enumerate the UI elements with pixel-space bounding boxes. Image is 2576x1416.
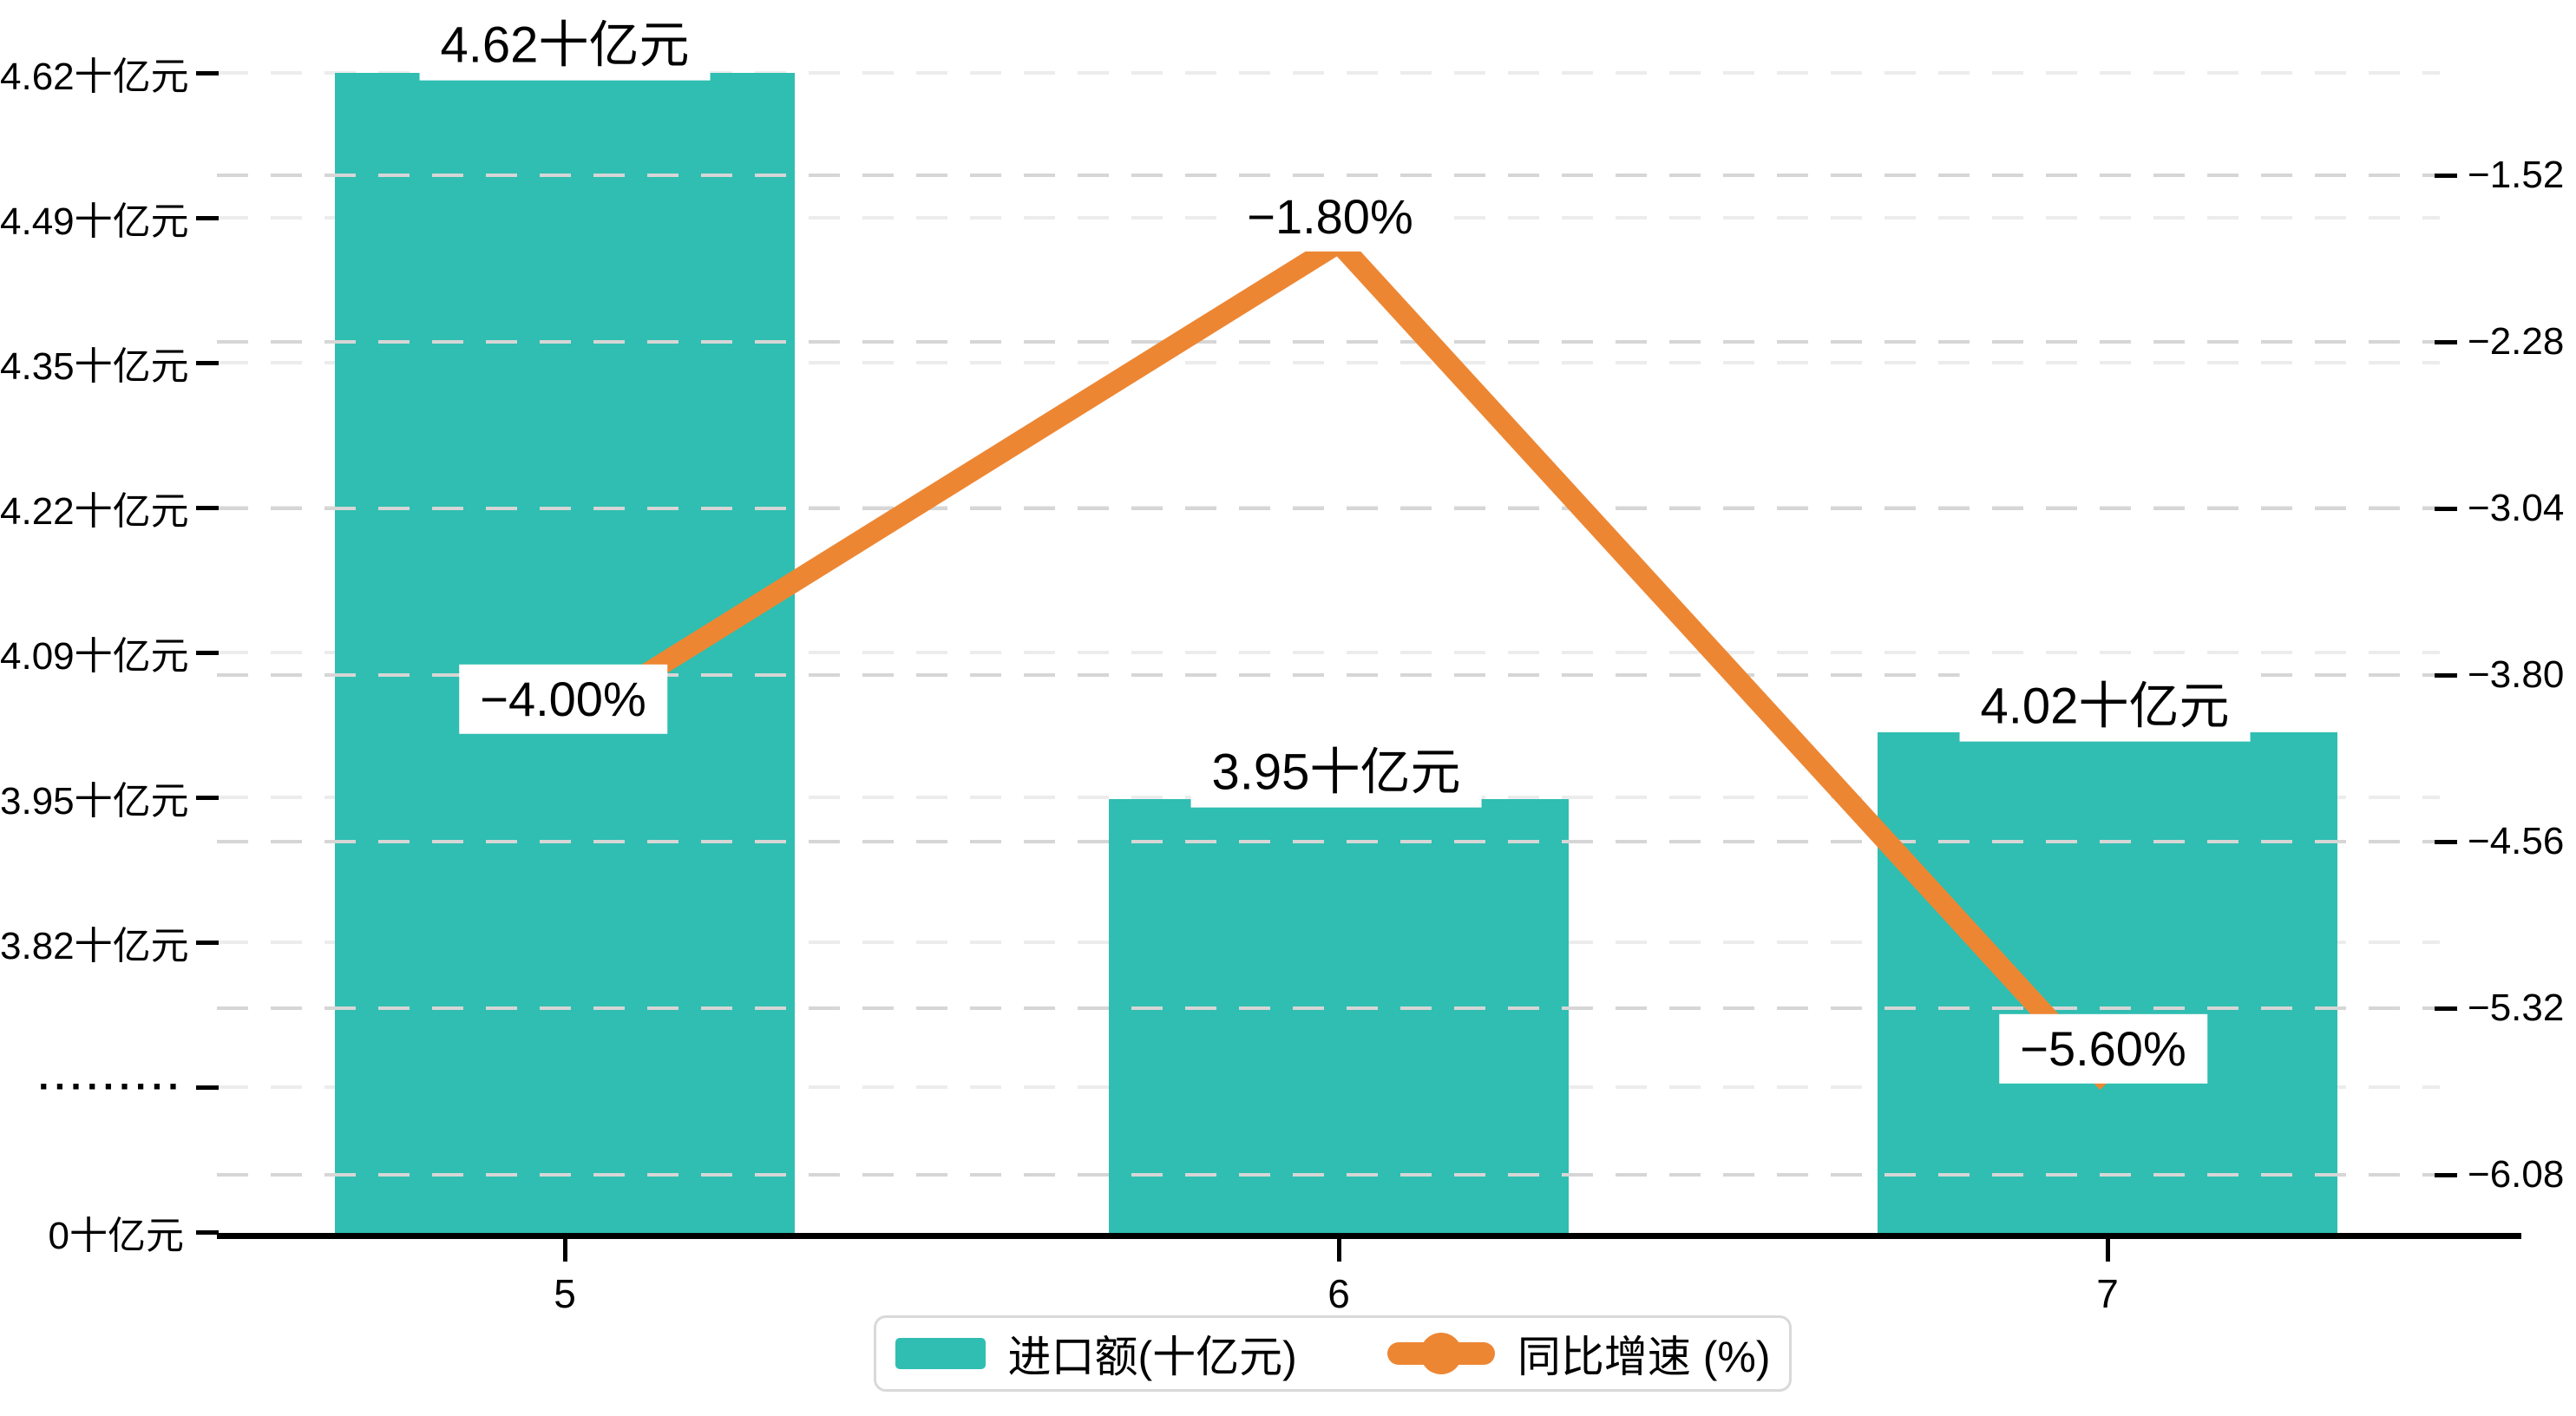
x-tick: [2106, 1239, 2110, 1262]
gridline-left: [217, 361, 2440, 364]
legend-item-yoy-growth[interactable]: 同比增速 (%): [1386, 1322, 1771, 1385]
x-axis-label: 7: [2096, 1271, 2119, 1316]
gridline-right: [217, 174, 2440, 177]
gridline-right: [217, 1006, 2440, 1010]
left-axis-label: 4.22十亿元: [0, 490, 189, 533]
left-tick: [196, 1230, 219, 1235]
right-axis-label: −6.08: [2468, 1153, 2565, 1196]
x-axis-line: [217, 1233, 2521, 1239]
gridline-left: [217, 71, 2440, 75]
left-tick: [196, 71, 219, 75]
left-tick: [196, 216, 219, 220]
left-axis-label: 4.49十亿元: [0, 200, 189, 243]
line-value-label: −4.00%: [459, 664, 667, 735]
right-tick: [2435, 1006, 2457, 1011]
line-value-label: −1.80%: [1226, 181, 1434, 252]
legend-item-import-amount[interactable]: 进口额(十亿元): [895, 1322, 1297, 1385]
bar-series-swatch-icon: [895, 1338, 986, 1369]
right-tick: [2435, 1173, 2457, 1177]
x-tick: [1337, 1239, 1341, 1262]
left-tick: [196, 361, 219, 365]
bar-value-label: 4.62十亿元: [419, 11, 711, 81]
left-axis-label: 0十亿元: [48, 1215, 184, 1257]
x-tick: [563, 1239, 567, 1262]
right-axis-label: −3.80: [2468, 653, 2565, 696]
legend: 进口额(十亿元) 同比增速 (%): [874, 1315, 1792, 1392]
right-axis-label: −2.28: [2468, 320, 2565, 363]
left-tick: [196, 941, 219, 945]
left-axis-label: 3.82十亿元: [0, 925, 189, 967]
left-axis-label: 3.95十亿元: [0, 780, 189, 823]
bar-month-7[interactable]: [1878, 732, 2337, 1236]
gridline-right: [217, 1173, 2440, 1177]
growth-line-series[interactable]: [559, 229, 2115, 1091]
line-series-marker-icon: [1386, 1333, 1495, 1374]
right-tick: [2435, 507, 2457, 511]
left-axis-break-label: ·········: [38, 1065, 184, 1108]
right-tick: [2435, 840, 2457, 844]
right-axis-label: −5.32: [2468, 987, 2565, 1029]
right-axis-label: −4.56: [2468, 820, 2565, 862]
x-axis-label: 6: [1327, 1271, 1350, 1316]
gridline-right: [217, 340, 2440, 344]
line-value-label: −5.60%: [1999, 1013, 2207, 1085]
bar-value-label: 4.02十亿元: [1959, 672, 2251, 742]
gridline-right: [217, 507, 2440, 510]
right-axis-label: −3.04: [2468, 487, 2565, 529]
right-tick: [2435, 673, 2457, 678]
right-tick: [2435, 340, 2457, 344]
right-axis-label: −1.52: [2468, 154, 2565, 196]
left-tick: [196, 651, 219, 655]
right-tick: [2435, 174, 2457, 178]
bar-month-6[interactable]: [1109, 799, 1569, 1236]
gridline-left: [217, 651, 2440, 654]
left-axis-label: 4.35十亿元: [0, 345, 189, 388]
left-tick: [196, 796, 219, 800]
bar-month-5[interactable]: [335, 73, 795, 1236]
left-tick: [196, 506, 219, 510]
legend-label-yoy-growth: 同比增速 (%): [1517, 1333, 1771, 1381]
left-tick: [196, 1085, 219, 1090]
bar-value-label: 3.95十亿元: [1190, 738, 1482, 808]
left-axis-label: 4.09十亿元: [0, 635, 189, 678]
left-axis-label: 4.62十亿元: [0, 56, 189, 98]
x-axis-label: 5: [554, 1271, 576, 1316]
legend-label-import-amount: 进口额(十亿元): [1007, 1333, 1297, 1381]
gridline-right: [217, 840, 2440, 843]
gridline-right: [217, 673, 2440, 677]
